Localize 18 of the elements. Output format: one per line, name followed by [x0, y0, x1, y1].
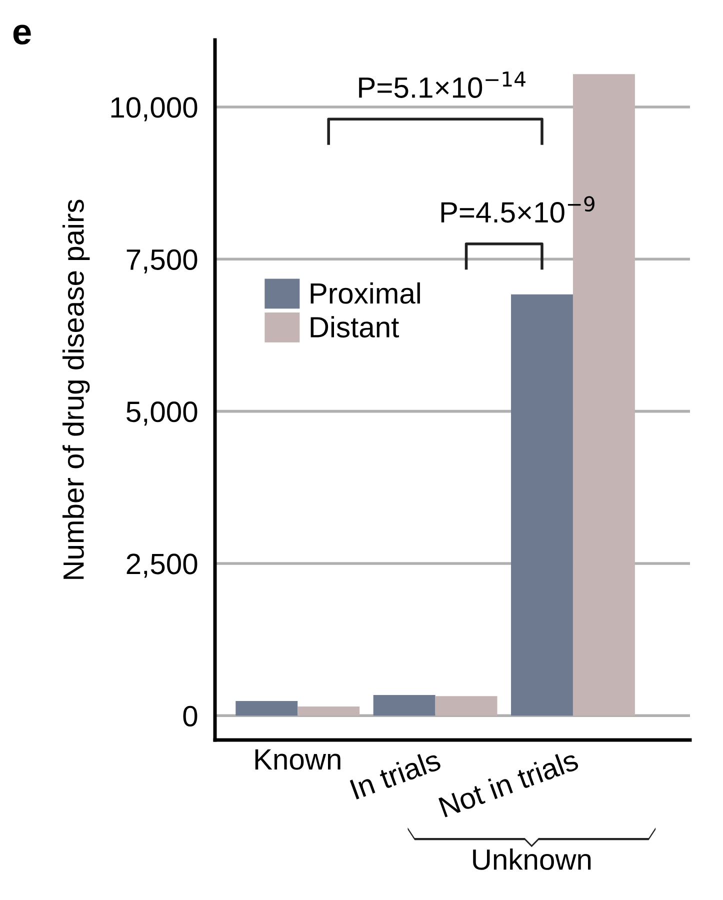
legend-label: Distant	[310, 316, 399, 338]
x-tick-label: Known	[255, 749, 340, 770]
y-tick-label: 5,000	[126, 402, 198, 426]
bar	[373, 694, 436, 716]
y-axis-title: Number of drug disease pairs	[62, 200, 90, 579]
bar	[435, 696, 498, 716]
bar	[298, 706, 360, 716]
y-tick-label: 7,500	[126, 249, 198, 274]
y-tick-label: 10,000	[111, 97, 198, 122]
annotation: P=4.5×10$^{−9}$	[441, 196, 594, 223]
bar	[511, 294, 573, 716]
legend-label: Proximal	[310, 282, 420, 304]
text: e	[13, 24, 31, 45]
bar	[236, 701, 298, 716]
y-tick-label: 2,500	[126, 554, 198, 578]
y-tick-label: 0	[183, 706, 198, 727]
annotation: P=5.1×10$^{−14}$	[359, 72, 526, 98]
text: Unknown	[473, 848, 591, 870]
